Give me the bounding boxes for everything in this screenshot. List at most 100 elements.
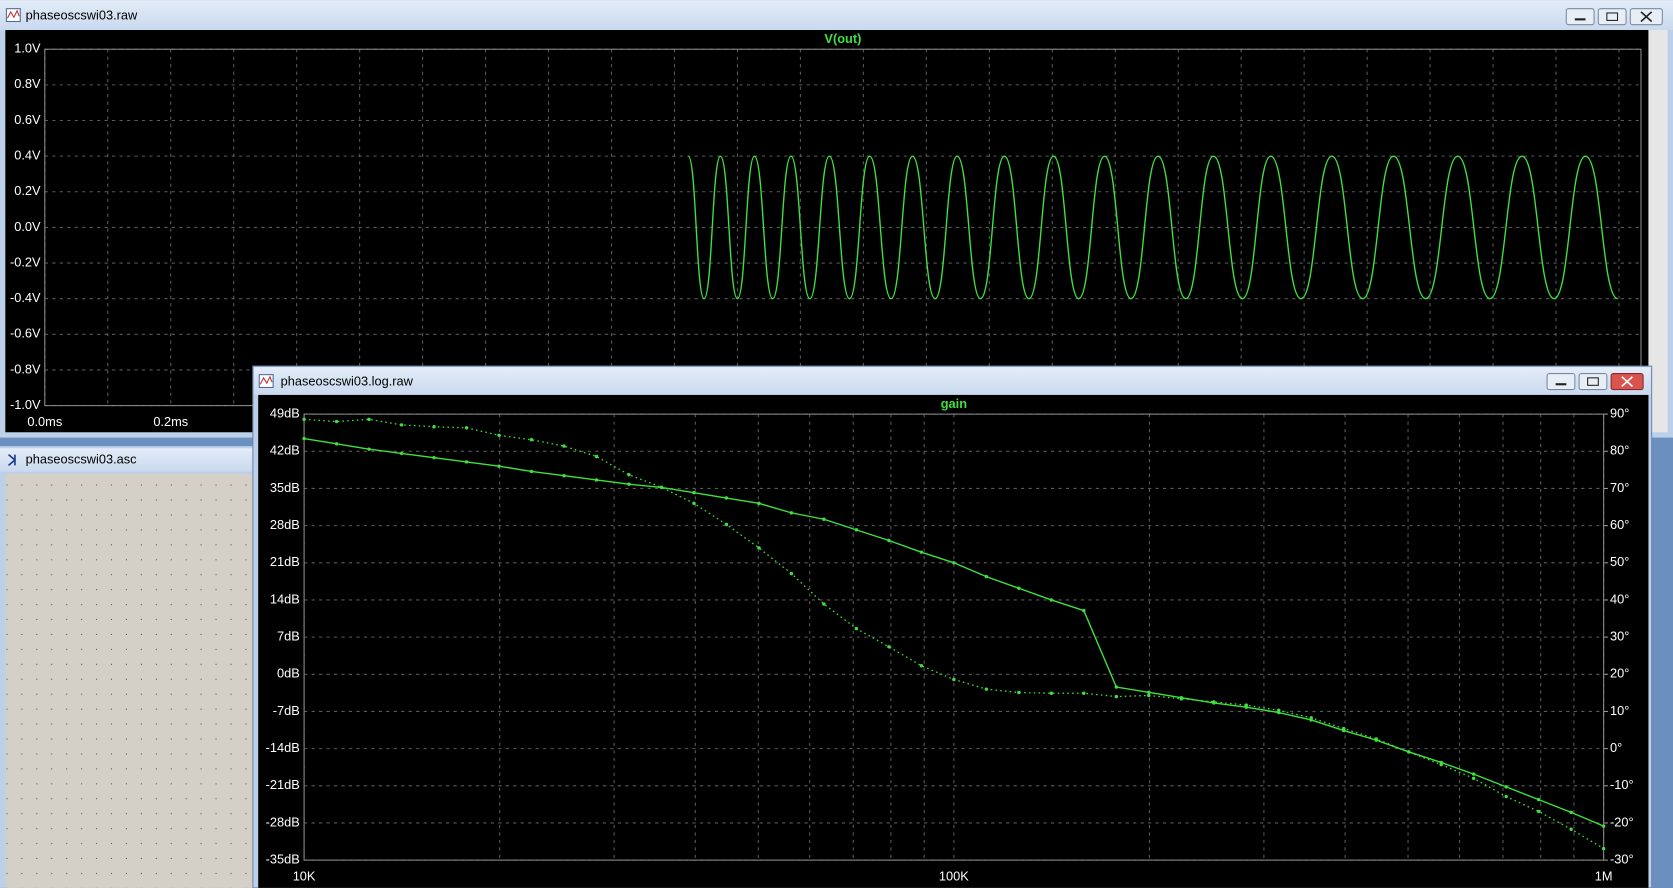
x-tick-label: 0.2ms bbox=[153, 414, 188, 429]
trace-point bbox=[1114, 685, 1119, 689]
trace-point bbox=[724, 522, 729, 527]
trace-point bbox=[1374, 737, 1378, 741]
schematic-canvas[interactable] bbox=[5, 473, 262, 888]
y-tick-label: -35dB bbox=[266, 851, 300, 866]
y-tick-label: 35dB bbox=[270, 480, 300, 495]
trace-point bbox=[1536, 797, 1541, 802]
trace-point bbox=[854, 626, 859, 631]
y-tick-label: -7dB bbox=[273, 703, 300, 718]
plot-background bbox=[5, 30, 1649, 433]
trace-point bbox=[562, 474, 566, 478]
scrollbar bbox=[1648, 30, 1668, 433]
trace-point bbox=[1082, 691, 1086, 695]
trace-point bbox=[464, 460, 469, 464]
y-tick-label: 28dB bbox=[270, 517, 300, 532]
y2-tick-label: 40° bbox=[1610, 591, 1629, 606]
y-tick-label: 14dB bbox=[270, 591, 300, 606]
trace-point bbox=[497, 433, 501, 438]
trace-point bbox=[367, 417, 371, 422]
trace-point bbox=[334, 442, 339, 446]
trace-point bbox=[789, 511, 794, 515]
y-tick-label: 42dB bbox=[270, 443, 300, 458]
trace-point bbox=[302, 417, 306, 422]
trace-point bbox=[1017, 586, 1021, 590]
window-buttons bbox=[1565, 8, 1663, 26]
trace-point bbox=[887, 645, 891, 649]
minimize-button[interactable] bbox=[1546, 373, 1576, 391]
trace-point bbox=[1277, 708, 1281, 713]
x-tick-label: 10K bbox=[293, 869, 316, 884]
trace-point bbox=[1536, 809, 1541, 814]
minimize-button[interactable] bbox=[1565, 8, 1595, 26]
trace-point bbox=[1212, 700, 1216, 704]
maximize-button[interactable] bbox=[1578, 373, 1608, 391]
y2-tick-label: 20° bbox=[1610, 666, 1629, 681]
y-tick-label: 1.0V bbox=[14, 41, 41, 56]
y2-tick-label: 10° bbox=[1610, 703, 1629, 718]
gain-plot: 10K 100K 1M 49dB 42dB 35dB 28dB 21dB 14dB 7dB 0dB -… bbox=[266, 396, 1634, 884]
trace-point bbox=[594, 454, 599, 459]
schematic-window: phaseoscswi03.asc bbox=[0, 446, 267, 888]
trace-name: V(out) bbox=[824, 31, 861, 46]
y-tick-label: 49dB bbox=[270, 406, 300, 421]
trace-point bbox=[1471, 776, 1476, 781]
y2-tick-label: 70° bbox=[1610, 480, 1629, 495]
y-tick-label: -28dB bbox=[266, 814, 300, 829]
trace-point bbox=[1147, 693, 1151, 698]
title-bar bbox=[0, 0, 1673, 31]
y2-tick-label: 30° bbox=[1610, 628, 1629, 643]
title-bar bbox=[253, 367, 1651, 395]
y-tick-label: -0.6V bbox=[10, 326, 41, 341]
close-glyph bbox=[1621, 376, 1633, 387]
close-glyph bbox=[1640, 11, 1653, 23]
ac-window: phaseoscswi03.log.raw 10K 100K 1M 49dB 42dB 3… bbox=[252, 365, 1653, 888]
trace-point bbox=[757, 546, 761, 550]
window-icon bbox=[8, 454, 17, 466]
trace-point bbox=[1244, 703, 1248, 707]
trace-point bbox=[1147, 690, 1151, 695]
waveform-window: phaseoscswi03.raw 0.0ms 0.2ms 1.0V 0.8V 0.6V… bbox=[0, 0, 1673, 438]
trace-point bbox=[562, 444, 566, 448]
trace-line bbox=[687, 155, 1619, 300]
trace-point bbox=[334, 419, 339, 424]
y-tick-label: -21dB bbox=[266, 777, 300, 792]
maximize-glyph bbox=[1606, 12, 1619, 21]
x-tick-label: 0.0ms bbox=[27, 414, 62, 429]
window-icon-trace bbox=[6, 9, 20, 19]
window-buttons bbox=[1546, 373, 1644, 391]
y-tick-label: -0.2V bbox=[10, 254, 41, 269]
trace-point bbox=[399, 451, 404, 456]
y2-tick-label: 80° bbox=[1610, 443, 1629, 458]
trace-point bbox=[919, 664, 924, 668]
trace-point bbox=[822, 517, 826, 521]
trace-point bbox=[1017, 690, 1021, 695]
maximize-button[interactable] bbox=[1597, 8, 1627, 26]
trace-point bbox=[594, 478, 599, 482]
trace-point bbox=[1601, 824, 1606, 828]
trace-point bbox=[952, 677, 956, 682]
y-tick-label: -0.8V bbox=[10, 361, 41, 376]
y2-tick-label: -10° bbox=[1610, 777, 1634, 792]
trace-point bbox=[1471, 772, 1476, 776]
trace-point bbox=[984, 687, 989, 691]
x-tick-label: 1M bbox=[1595, 869, 1613, 884]
y2-tick-label: 50° bbox=[1610, 554, 1629, 569]
trace-point bbox=[367, 447, 371, 451]
trace-point bbox=[822, 602, 826, 606]
y-tick-label: 0.4V bbox=[14, 148, 41, 163]
trace-point bbox=[789, 571, 794, 576]
trace-point bbox=[854, 528, 859, 532]
trace-point bbox=[1569, 810, 1573, 815]
trace-point bbox=[1049, 691, 1054, 695]
trace-point bbox=[692, 501, 696, 506]
y-tick-label: 0.2V bbox=[14, 183, 41, 198]
trace-point bbox=[1342, 726, 1346, 731]
trace-point bbox=[757, 501, 761, 506]
trace-point bbox=[627, 482, 631, 486]
y-tick-label: 0.0V bbox=[14, 219, 41, 234]
trace-point bbox=[529, 438, 534, 442]
maximize-glyph bbox=[1587, 377, 1599, 386]
y-tick-label: 0.6V bbox=[14, 112, 41, 127]
trace-point bbox=[302, 436, 306, 441]
